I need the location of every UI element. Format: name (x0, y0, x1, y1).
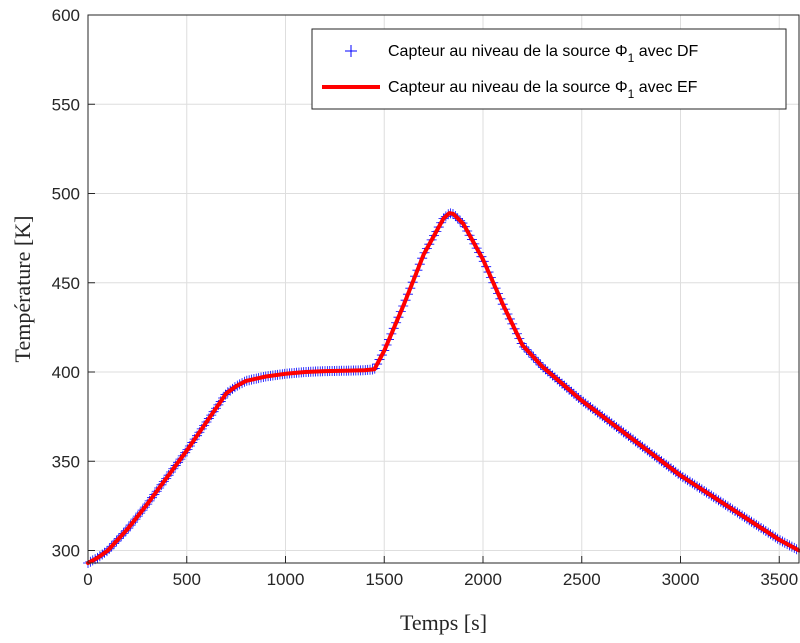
x-tick-label: 3500 (760, 570, 798, 589)
legend-label-main: Capteur au niveau de la source Φ (388, 79, 628, 96)
y-axis: 300 350 400 450 500 550 600 (52, 6, 95, 561)
y-tick-label: 400 (52, 363, 80, 382)
series-line (86, 211, 800, 565)
plot-frame (87, 14, 800, 564)
legend-label-subscript: 1 (628, 51, 635, 65)
y-tick-label: 300 (52, 542, 80, 561)
x-tick-label: 3000 (662, 570, 700, 589)
legend-label: Capteur au niveau de la source Φ1 avec E… (388, 79, 698, 101)
legend-label-suffix: avec EF (634, 79, 697, 96)
x-axis-label: Temps [s] (400, 610, 487, 635)
legend-entry: Capteur au niveau de la source Φ1 avec D… (345, 43, 699, 65)
x-tick-label: 2500 (563, 570, 601, 589)
series-1 (86, 211, 800, 565)
legend-label-suffix: avec DF (634, 43, 698, 60)
legend-label: Capteur au niveau de la source Φ1 avec D… (388, 43, 699, 65)
y-tick-label: 600 (52, 6, 80, 25)
legend-box (311, 28, 787, 110)
series-layer (83, 208, 800, 568)
x-tick-label: 1000 (267, 570, 305, 589)
x-axis: 0 500 1000 1500 2000 2500 3000 3500 (83, 556, 798, 589)
y-tick-label: 450 (52, 274, 80, 293)
x-tick-label: 2000 (464, 570, 502, 589)
y-tick-label: 500 (52, 185, 80, 204)
y-axis-label: Température [K] (10, 216, 35, 363)
legend-marker-swatch (345, 45, 357, 57)
x-tick-label: 500 (173, 570, 201, 589)
x-tick-label: 0 (83, 570, 92, 589)
legend-entry: Capteur au niveau de la source Φ1 avec E… (322, 79, 698, 101)
legend-label-subscript: 1 (628, 87, 635, 101)
x-tick-label: 1500 (365, 570, 403, 589)
legend: Capteur au niveau de la source Φ1 avec D… (311, 28, 787, 110)
y-tick-label: 350 (52, 452, 80, 471)
legend-label-main: Capteur au niveau de la source Φ (388, 43, 628, 60)
y-tick-label: 550 (52, 95, 80, 114)
